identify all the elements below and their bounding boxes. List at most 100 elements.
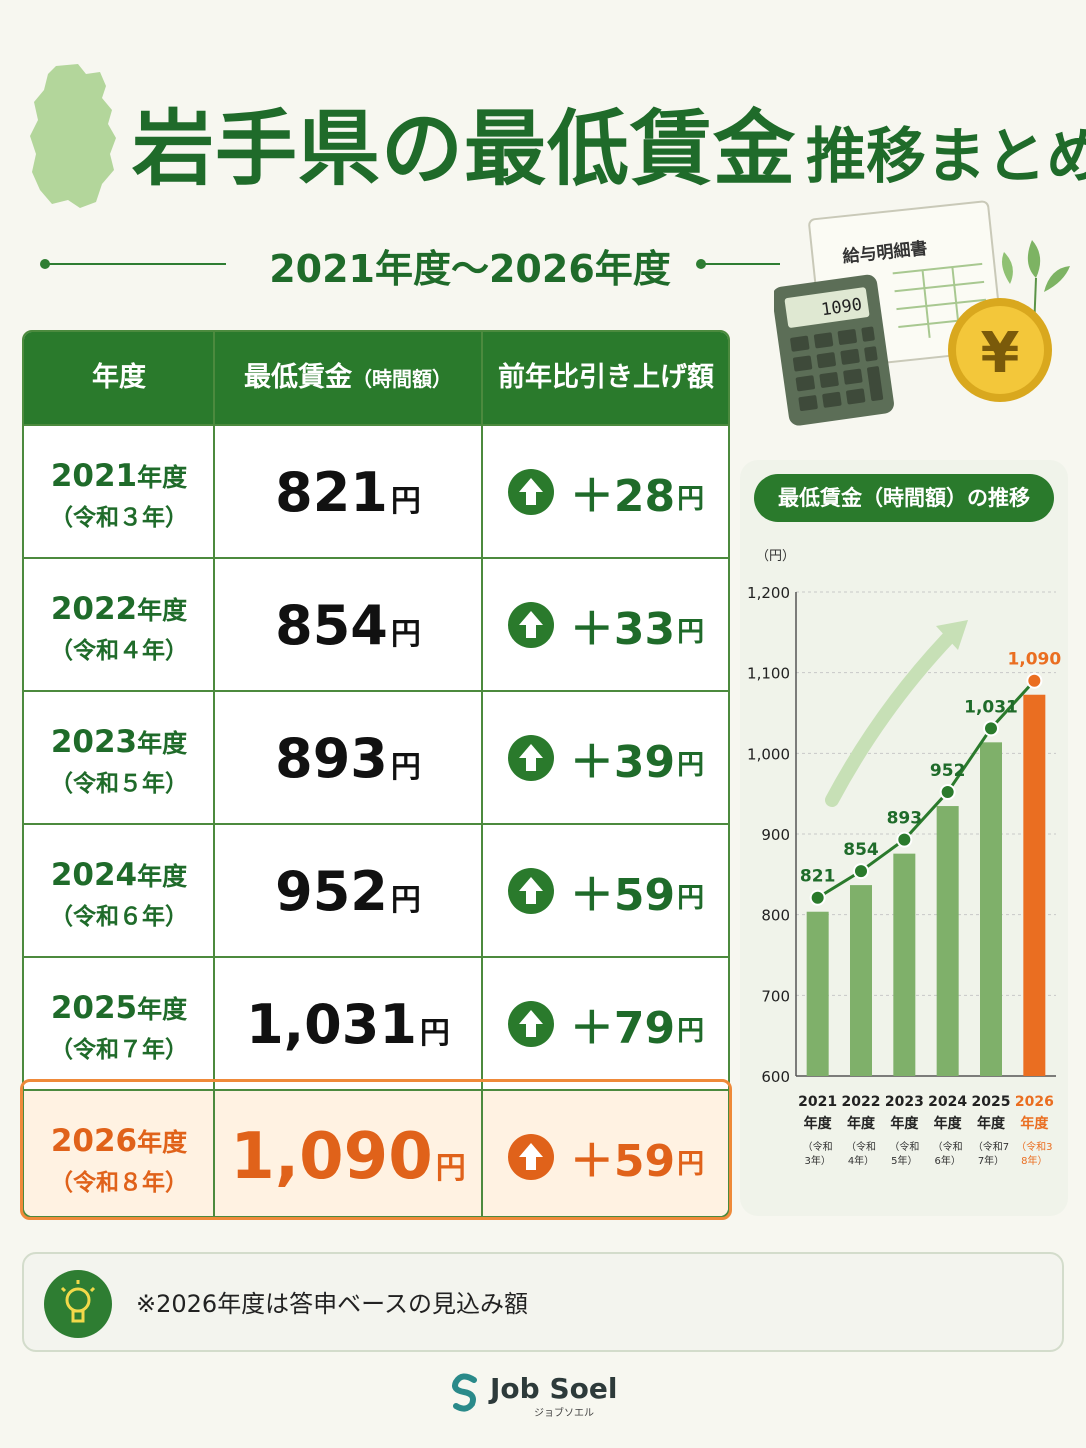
row-wage-value: 1,031 — [246, 993, 417, 1056]
arrow-up-icon — [507, 468, 554, 515]
y-tick-label: 900 — [761, 826, 790, 844]
row-increase-value: ＋33 — [569, 603, 676, 655]
row-increase-unit: 円 — [677, 617, 705, 648]
brand-kana: ジョブソエル — [534, 1408, 594, 1419]
row-increase-unit: 円 — [677, 1149, 705, 1180]
x-tick-era: 6年） — [934, 1154, 960, 1167]
table-divider-2 — [481, 332, 483, 1216]
arrow-up-icon — [507, 734, 554, 781]
header-increase: 前年比引き上げ額 — [498, 362, 714, 393]
y-tick-label: 1,100 — [747, 665, 790, 683]
wage-table: 年度 最低賃金（時間額） 前年比引き上げ額 2021年度 （令和３年） 821 円＋2… — [22, 330, 730, 1218]
bar — [980, 742, 1002, 1076]
row-increase-value: ＋79 — [569, 1002, 676, 1054]
x-tick-suffix: 年度 — [890, 1115, 919, 1132]
row-wage-value: 821 — [275, 461, 388, 524]
row-year-suffix: 年度 — [137, 862, 188, 891]
subtitle-dot-left — [40, 259, 50, 269]
row-wage-unit: 円 — [390, 617, 421, 652]
row-increase-value: ＋28 — [569, 470, 676, 522]
x-tick-era: （令和 — [803, 1140, 833, 1153]
x-tick-era: （令和 — [933, 1140, 963, 1153]
calculator-icon: 1090 — [774, 274, 894, 426]
row-increase: ＋39 円 — [482, 692, 728, 823]
bar — [1023, 694, 1046, 1076]
row-year-suffix: 年度 — [137, 596, 188, 625]
yen-coin-icon: ¥ — [948, 298, 1052, 402]
row-increase: ＋79 円 — [482, 958, 728, 1089]
title-main: 岩手県の最低賃金 — [132, 102, 797, 197]
data-point — [1026, 672, 1043, 689]
data-label: 952 — [930, 761, 966, 781]
row-year-label: 2024年度 — [24, 857, 214, 893]
row-year-number: 2024 — [50, 857, 138, 893]
page-title: 岩手県の最低賃金 推移まとめ — [132, 82, 1086, 201]
arrow-up-icon — [507, 601, 554, 648]
row-increase-unit: 円 — [677, 750, 705, 781]
data-label: 1,031 — [964, 697, 1018, 717]
row-wage: 854 円 — [214, 559, 482, 690]
x-tick-label: 2026 — [1015, 1094, 1054, 1110]
row-wage-unit: 円 — [435, 1151, 466, 1186]
leaf-icon — [1002, 240, 1070, 331]
subtitle-line-right — [704, 263, 780, 265]
x-tick-suffix: 年度 — [977, 1115, 1006, 1132]
data-point — [809, 889, 826, 906]
row-wage-unit: 円 — [390, 484, 421, 519]
row-year: 2021年度 （令和３年） — [24, 426, 214, 557]
x-tick-era: 5年） — [891, 1154, 917, 1167]
table-row: 2022年度 （令和４年） 854 円＋33 円 — [24, 557, 728, 690]
table-row: 2026年度 （令和８年） 1,090 円＋59 円 — [24, 1089, 728, 1216]
y-tick-label: 1,000 — [747, 745, 790, 763]
x-tick-era: （令和 — [846, 1140, 876, 1153]
row-era: （令和５年） — [50, 771, 188, 797]
row-increase-unit: 円 — [677, 1016, 705, 1047]
bar — [850, 885, 872, 1076]
data-label: 821 — [800, 867, 836, 887]
row-year: 2025年度 （令和７年） — [24, 958, 214, 1089]
table-row: 2021年度 （令和３年） 821 円＋28 円 — [24, 424, 728, 557]
row-year-suffix: 年度 — [137, 729, 188, 758]
header-wage-note: （時間額） — [352, 367, 452, 391]
subtitle-line-left — [46, 263, 226, 265]
svg-text:¥: ¥ — [981, 321, 1020, 386]
row-year-number: 2023 — [50, 724, 138, 760]
data-label: 893 — [887, 809, 923, 829]
header-wage: 最低賃金（時間額） — [214, 332, 482, 424]
x-tick-era: （令和3 — [1016, 1140, 1052, 1153]
row-wage-unit: 円 — [390, 883, 421, 918]
x-tick-suffix: 年度 — [804, 1115, 833, 1132]
y-tick-label: 1,200 — [747, 584, 790, 602]
row-wage-unit: 円 — [419, 1016, 450, 1051]
x-tick-era: 7年） — [978, 1154, 1004, 1167]
row-year-suffix: 年度 — [137, 995, 188, 1024]
data-point — [896, 831, 913, 848]
row-wage: 1,031 円 — [214, 958, 482, 1089]
row-increase-value: ＋59 — [569, 1135, 676, 1187]
x-tick-era: 8年） — [1021, 1154, 1047, 1167]
lightbulb-icon — [44, 1270, 112, 1338]
row-year-number: 2025 — [50, 990, 138, 1026]
row-increase-value: ＋59 — [569, 869, 676, 921]
subtitle: 2021年度～2026年度 — [269, 247, 671, 291]
brand-name: Job Soel — [490, 1372, 618, 1405]
x-tick-era: 4年） — [848, 1154, 874, 1167]
row-increase: ＋33 円 — [482, 559, 728, 690]
brand-logo: Job Soel ジョブソエル — [450, 1372, 640, 1420]
row-era: （令和４年） — [50, 638, 188, 664]
row-year-suffix: 年度 — [137, 1128, 188, 1157]
row-year-number: 2026 — [50, 1123, 138, 1159]
bar — [936, 806, 959, 1076]
row-year-suffix: 年度 — [137, 463, 188, 492]
trend-arrow-icon — [825, 629, 957, 807]
data-point — [939, 784, 956, 801]
subtitle-row: 2021年度～2026年度 — [40, 238, 780, 291]
row-year-label: 2026年度 — [24, 1123, 214, 1159]
table-row: 2023年度 （令和５年） 893 円＋39 円 — [24, 690, 728, 823]
row-wage-value: 952 — [275, 860, 388, 923]
header-wage-label: 最低賃金 — [244, 362, 352, 393]
table-row: 2024年度 （令和６年） 952 円＋59 円 — [24, 823, 728, 956]
y-tick-label: 600 — [761, 1068, 790, 1086]
data-point — [983, 720, 999, 737]
chart-panel: 最低賃金（時間額）の推移 （円） 600 700 800 900 1,000 1,100 1,… — [740, 460, 1068, 1216]
